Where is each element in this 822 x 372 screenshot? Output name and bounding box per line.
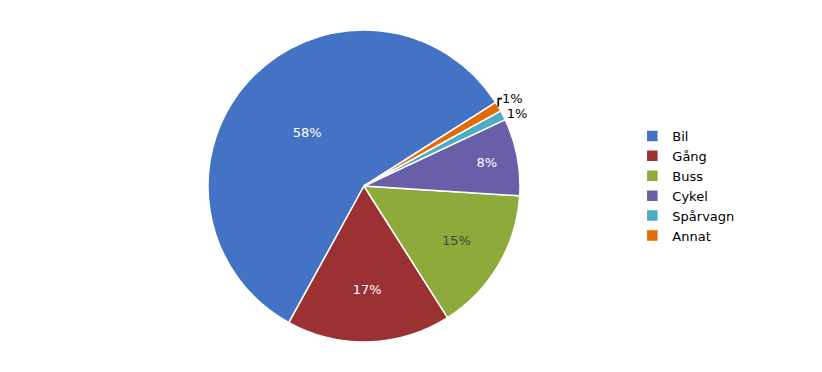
svg-text:Bil: Bil [672, 129, 688, 144]
svg-text:Buss: Buss [672, 169, 703, 184]
svg-text:58%: 58% [293, 125, 322, 140]
svg-text:17%: 17% [353, 282, 382, 297]
svg-text:Spårvagn: Spårvagn [672, 209, 734, 224]
svg-text:8%: 8% [476, 155, 497, 170]
svg-text:1%: 1% [502, 91, 523, 106]
svg-text:Annat: Annat [672, 229, 710, 244]
svg-text:1%: 1% [507, 106, 528, 121]
svg-text:15%: 15% [442, 233, 471, 248]
svg-text:Cykel: Cykel [672, 189, 707, 204]
svg-text:Gång: Gång [672, 149, 707, 164]
